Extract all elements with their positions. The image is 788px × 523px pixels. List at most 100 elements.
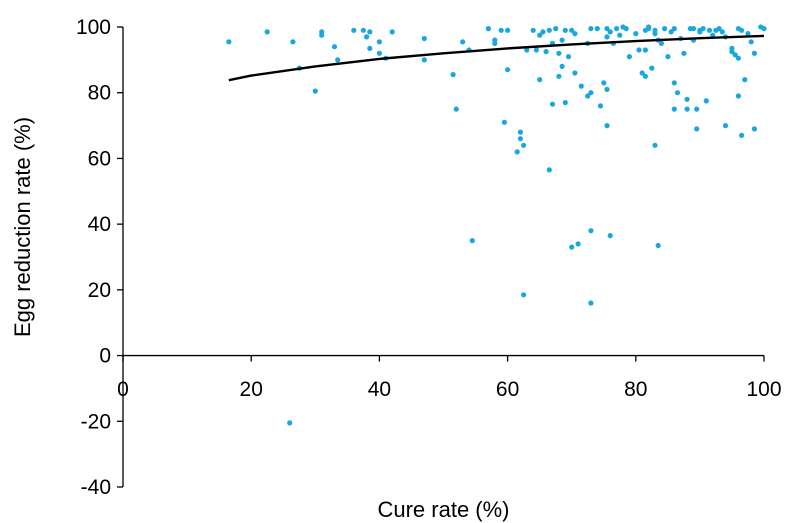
data-point — [389, 29, 395, 35]
data-point — [578, 83, 584, 89]
data-point — [623, 26, 629, 32]
data-point — [553, 26, 559, 32]
data-point — [521, 292, 527, 298]
y-tick-label: 40 — [88, 213, 111, 236]
data-point — [607, 233, 613, 239]
data-point — [642, 47, 649, 53]
data-point — [517, 136, 524, 142]
y-tick-label: 0 — [99, 345, 111, 368]
data-point — [729, 49, 735, 55]
data-point — [742, 77, 748, 83]
data-point — [546, 167, 552, 173]
data-point — [364, 34, 370, 40]
data-point — [556, 50, 562, 56]
data-point — [517, 129, 524, 135]
data-point — [264, 29, 270, 35]
data-point — [761, 26, 767, 32]
data-point — [694, 106, 700, 112]
y-axis-title: Egg reduction rate (%) — [10, 117, 35, 337]
trendline-group — [228, 34, 765, 82]
data-point — [604, 26, 610, 32]
data-point — [530, 27, 536, 33]
data-point — [751, 50, 758, 56]
data-point — [700, 26, 706, 32]
data-point — [585, 93, 591, 99]
data-point — [543, 49, 549, 55]
x-axis-title: Cure rate (%) — [377, 497, 509, 522]
data-point — [331, 44, 338, 50]
y-tick-label: -40 — [81, 476, 111, 499]
trendline — [228, 34, 765, 82]
data-point — [607, 29, 613, 35]
data-point — [735, 55, 742, 61]
data-points — [226, 24, 767, 426]
x-axis: 0 20 40 60 80 100 — [117, 354, 782, 401]
data-point — [335, 57, 341, 63]
data-point — [498, 27, 504, 33]
data-point — [421, 35, 427, 42]
data-point — [690, 26, 697, 32]
data-point — [658, 40, 665, 47]
x-tick-label: 100 — [746, 378, 781, 401]
data-point — [614, 26, 620, 32]
x-tick-label: 0 — [117, 378, 129, 401]
data-point — [694, 126, 700, 132]
data-point — [501, 119, 507, 125]
data-point — [569, 27, 575, 33]
data-point — [360, 27, 366, 33]
data-point — [376, 50, 382, 56]
data-point — [671, 80, 677, 86]
data-point — [565, 54, 572, 60]
data-point — [665, 54, 671, 60]
data-point — [668, 29, 674, 35]
data-point — [751, 126, 758, 132]
data-point — [716, 26, 722, 32]
data-point — [719, 29, 725, 35]
data-point — [572, 70, 578, 76]
data-point — [646, 26, 652, 32]
data-point — [671, 106, 677, 112]
data-point — [460, 39, 466, 45]
data-point — [559, 37, 565, 43]
data-point — [642, 73, 649, 79]
data-point — [533, 47, 540, 53]
y-axis: -40 -20 0 20 40 60 80 100 — [76, 16, 124, 499]
data-point — [569, 244, 575, 250]
data-point — [492, 40, 498, 47]
data-point — [469, 238, 475, 244]
data-point — [604, 123, 610, 129]
data-point — [617, 32, 623, 38]
data-point — [312, 88, 318, 94]
data-point — [597, 103, 604, 109]
data-point — [739, 132, 745, 138]
y-tick-label: 80 — [88, 82, 111, 105]
x-tick-label: 60 — [496, 378, 519, 401]
data-point — [537, 77, 543, 83]
data-point — [697, 29, 703, 35]
data-point — [351, 27, 357, 33]
x-tick-label: 20 — [240, 378, 263, 401]
data-point — [485, 26, 491, 32]
data-point — [549, 101, 556, 107]
data-point — [367, 45, 373, 52]
data-point — [588, 26, 594, 32]
data-point — [367, 29, 373, 35]
data-point — [684, 96, 690, 102]
data-point — [739, 27, 745, 33]
data-point — [662, 26, 668, 32]
data-point — [521, 142, 527, 148]
data-point — [639, 70, 645, 76]
data-point — [745, 30, 751, 37]
data-point — [684, 106, 690, 112]
data-point — [588, 90, 594, 96]
data-point — [524, 47, 530, 53]
data-point — [594, 26, 600, 32]
data-point — [505, 67, 511, 73]
data-point — [722, 123, 729, 129]
data-point — [671, 26, 677, 32]
data-point — [559, 63, 565, 69]
data-point — [287, 420, 293, 426]
data-point — [652, 30, 658, 37]
data-point — [319, 29, 325, 35]
data-point — [674, 90, 681, 96]
